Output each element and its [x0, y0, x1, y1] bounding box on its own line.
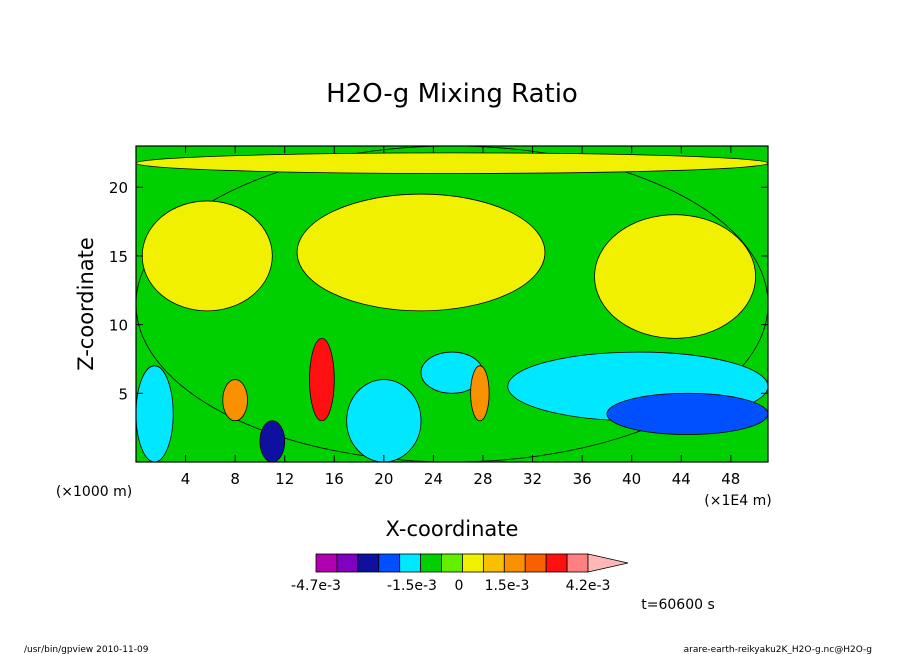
x-tick-label-24: 24: [424, 470, 443, 488]
colorbar-swatch-4: [399, 553, 422, 573]
colorbar-swatch-7: [462, 553, 484, 573]
colorbar-swatch-5: [420, 553, 442, 573]
colorbar-swatch-9: [503, 553, 526, 573]
field-region-red-11: [309, 337, 335, 422]
x-tick-label-4: 4: [181, 470, 191, 488]
colorbar-swatch-6: [441, 553, 463, 573]
x-unit-left: (×1000 m): [56, 484, 132, 500]
colorbar-swatch-3: [378, 553, 401, 573]
x-tick-label-12: 12: [275, 470, 294, 488]
colorbar-swatch-1: [336, 553, 359, 573]
x-unit-right: (×1E4 m): [704, 493, 771, 509]
field-region-orange-12: [470, 365, 490, 422]
field-region-yellow-4: [136, 152, 768, 174]
x-tick-label-40: 40: [622, 470, 641, 488]
footer-left: /usr/bin/gpview 2010-11-09: [24, 645, 149, 654]
plot-frame: [135, 145, 769, 463]
colorbar-swatch-12: [566, 553, 589, 573]
colorbar-label-2: 0: [455, 578, 464, 594]
x-tick-label-28: 28: [473, 470, 492, 488]
field-region-yellow-3: [594, 214, 757, 339]
x-tick-label-8: 8: [230, 470, 240, 488]
y-tick-label-10: 10: [109, 317, 128, 335]
x-tick-label-16: 16: [325, 470, 344, 488]
field-region-yellow-2: [296, 193, 546, 312]
x-tick-label-20: 20: [374, 470, 393, 488]
footer-right: arare-earth-reikyaku2K_H2O-g.nc@H2O-g: [684, 645, 872, 654]
colorbar-swatch-11: [545, 553, 568, 573]
y-tick-label-15: 15: [109, 248, 128, 266]
colorbar-label-3: 1.5e-3: [485, 578, 530, 594]
colorbar-label-1: -1.5e-3: [387, 578, 437, 594]
colorbar-label-4: 4.2e-3: [566, 578, 611, 594]
field-region-navy-10: [259, 420, 286, 462]
x-tick-label-32: 32: [523, 470, 542, 488]
y-tick-label-5: 5: [118, 385, 128, 403]
colorbar-swatch-8: [482, 553, 505, 573]
colorbar-label-0: -4.7e-3: [291, 578, 341, 594]
chart-title: H2O-g Mixing Ratio: [326, 79, 578, 109]
colorbar-extend-arrow: [587, 553, 629, 573]
colorbar-swatch-0: [315, 553, 338, 573]
plot-area: [136, 146, 768, 462]
y-axis-label: Z-coordinate: [74, 237, 98, 371]
field-region-orange-13: [222, 379, 248, 422]
x-axis-label: X-coordinate: [386, 517, 519, 541]
colorbar-swatch-10: [524, 553, 547, 573]
x-tick-label-36: 36: [573, 470, 592, 488]
x-tick-label-48: 48: [721, 470, 740, 488]
field-region-cyan-8: [346, 379, 422, 462]
colorbar-swatch-2: [357, 553, 380, 573]
field-region-blue-9: [606, 392, 768, 435]
colorbar: [315, 553, 629, 573]
field-region-cyan-5: [136, 365, 174, 462]
y-tick-label-20: 20: [109, 179, 128, 197]
time-label: t=60600 s: [641, 597, 715, 613]
x-tick-label-44: 44: [672, 470, 691, 488]
field-region-yellow-1: [141, 200, 273, 312]
